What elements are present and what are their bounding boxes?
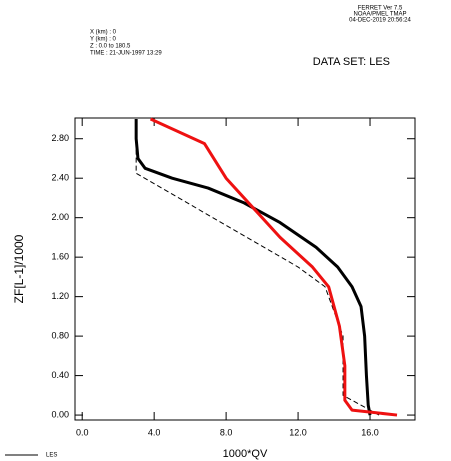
line <box>149 117 398 417</box>
header-right: NOAA/PMEL TMAP <box>353 12 406 18</box>
x-tick-label: 4.0 <box>148 427 161 437</box>
dataset: DATA SET: LES <box>313 56 390 68</box>
line <box>134 118 372 416</box>
x-tick-label: 16.0 <box>361 427 379 437</box>
line <box>135 118 380 416</box>
y-tick-label: 0.80 <box>51 330 69 340</box>
x-axis-label: 1000*QV <box>223 448 268 460</box>
header-left: TIME : 21-JUN-1997 13:29 <box>90 51 162 57</box>
header-right: FERRET Ver 7.5 <box>358 6 403 12</box>
y-tick-label: 2.00 <box>51 212 69 222</box>
y-tick-label: 2.40 <box>51 173 69 183</box>
y-tick-label: 0.40 <box>51 370 69 380</box>
header-left: Y (km) : 0 <box>90 37 117 43</box>
y-tick-label: 1.20 <box>51 291 69 301</box>
x-tick-label: 12.0 <box>289 427 307 437</box>
legend-label: LES <box>46 453 57 459</box>
x-tick-label: 0.0 <box>76 427 89 437</box>
header-left: Z : 0.0 to 180.5 <box>90 44 131 50</box>
y-tick-label: 2.80 <box>51 133 69 143</box>
plot-frame <box>74 117 416 421</box>
header-right: 04-DEC-2019 20:56:24 <box>349 18 411 24</box>
x-tick-label: 8.0 <box>220 427 233 437</box>
y-axis-label: ZF[L-1]/1000 <box>12 234 26 303</box>
y-tick-label: 0.00 <box>51 409 69 419</box>
y-tick-label: 1.60 <box>51 252 69 262</box>
header-left: X (km) : 0 <box>90 30 117 36</box>
